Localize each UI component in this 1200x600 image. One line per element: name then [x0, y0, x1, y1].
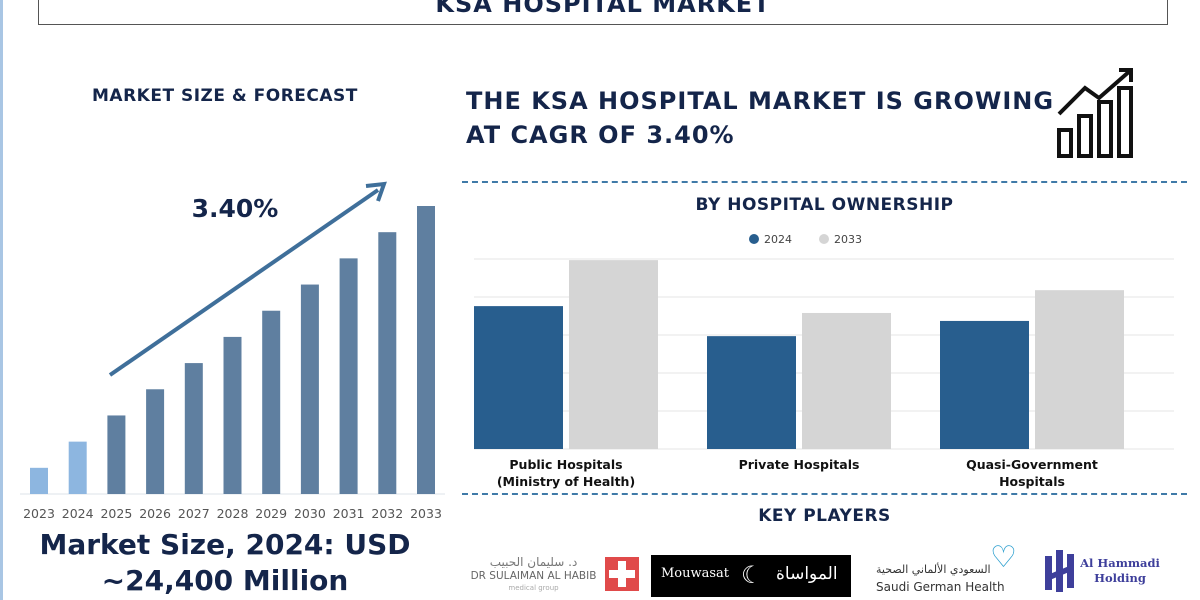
legend-label: 2024	[764, 233, 792, 246]
divider	[462, 493, 1187, 495]
logo-name: Mouwasat	[661, 566, 730, 581]
bar-2029	[262, 310, 281, 494]
category-label: Public Hospitals	[509, 457, 622, 472]
category-label: Hospitals	[999, 474, 1065, 489]
market-size-heading: MARKET SIZE & FORECAST	[92, 86, 358, 106]
x-tick-label: 2029	[255, 506, 287, 521]
bar-2030	[300, 284, 319, 494]
bar-2024	[474, 306, 563, 449]
market-size-line1: Market Size, 2024: USD	[39, 528, 411, 561]
logo-sulaiman-al-habib: د. سليمان الحبيب DR SULAIMAN AL HABIB me…	[466, 555, 641, 599]
bar-2024	[68, 441, 87, 494]
x-tick-label: 2027	[178, 506, 210, 521]
bar-2027	[184, 363, 203, 494]
market-size-line2: ~24,400 Million	[101, 564, 349, 597]
bar-2024	[707, 336, 796, 449]
bar-2023	[30, 467, 48, 494]
bar-2031	[339, 258, 358, 494]
x-tick-label: 2032	[371, 506, 403, 521]
bar-2033	[1035, 290, 1124, 449]
legend-marker	[749, 234, 759, 244]
growth-chart-icon	[1057, 68, 1133, 158]
x-tick-label: 2033	[410, 506, 442, 521]
logo-arabic: السعودي الألماني الصحية	[876, 563, 991, 576]
x-tick-label: 2031	[333, 506, 365, 521]
legend-marker	[819, 234, 829, 244]
logo-arabic: المواساة	[776, 564, 838, 584]
bar-2033	[802, 312, 891, 449]
bar-2026	[146, 389, 165, 494]
growth-headline: THE KSA HOSPITAL MARKET IS GROWING AT CA…	[466, 87, 1055, 149]
logo-name: Saudi German Health	[876, 580, 1005, 594]
heart-icon: ♡	[990, 540, 1017, 575]
page-edge	[0, 0, 3, 600]
x-tick-label: 2026	[139, 506, 171, 521]
logo-sub: medical group	[508, 584, 559, 592]
page-title: KSA HOSPITAL MARKET	[38, 0, 1168, 25]
key-players-heading: KEY PLAYERS	[758, 506, 891, 526]
bar-2025	[107, 415, 126, 494]
logo-saudi-german: ♡ السعودي الألماني الصحية Saudi German H…	[872, 540, 1032, 600]
logo-name: Al Hammadi Holding	[1080, 556, 1160, 585]
x-tick-label: 2024	[62, 506, 94, 521]
bar-2028	[223, 336, 242, 494]
cagr-annotation: 3.40%	[192, 194, 279, 223]
logo-name: DR SULAIMAN AL HABIB	[470, 570, 597, 582]
trend-arrow	[108, 188, 380, 377]
market-forecast-chart: 2023 2024 2025 2026 2027 2028 2029 2030 2031 2032…	[20, 181, 445, 521]
x-tick-label: 2028	[217, 506, 249, 521]
ownership-heading: BY HOSPITAL OWNERSHIP	[695, 195, 954, 215]
bar-2024	[940, 320, 1029, 449]
x-tick-label: 2030	[294, 506, 326, 521]
crescent-icon: ☾	[741, 561, 763, 589]
logo-al-hammadi: Al Hammadi Holding	[1042, 548, 1162, 598]
x-tick-label: 2025	[100, 506, 132, 521]
cross-logo-icon	[605, 557, 639, 591]
bar-2032	[378, 232, 397, 494]
market-size-text: Market Size, 2024: USD ~24,400 Million	[0, 527, 450, 599]
divider	[462, 181, 1187, 183]
logo-mouwasat: Mouwasat ☾ المواساة	[651, 555, 851, 597]
category-label: (Ministry of Health)	[497, 474, 635, 489]
category-label: Quasi-Government	[966, 457, 1098, 472]
legend-label: 2033	[834, 233, 862, 246]
x-tick-label: 2023	[23, 506, 55, 521]
hammadi-mark-icon	[1045, 550, 1074, 592]
category-label: Private Hospitals	[739, 457, 860, 472]
bar-2033	[569, 260, 658, 449]
arrow-head-icon	[365, 181, 387, 202]
logo-arabic: د. سليمان الحبيب	[489, 555, 578, 569]
bar-2033	[417, 206, 435, 494]
ownership-chart: 2024 2033 Public Hospitals (Ministry of Hea…	[474, 233, 1174, 489]
